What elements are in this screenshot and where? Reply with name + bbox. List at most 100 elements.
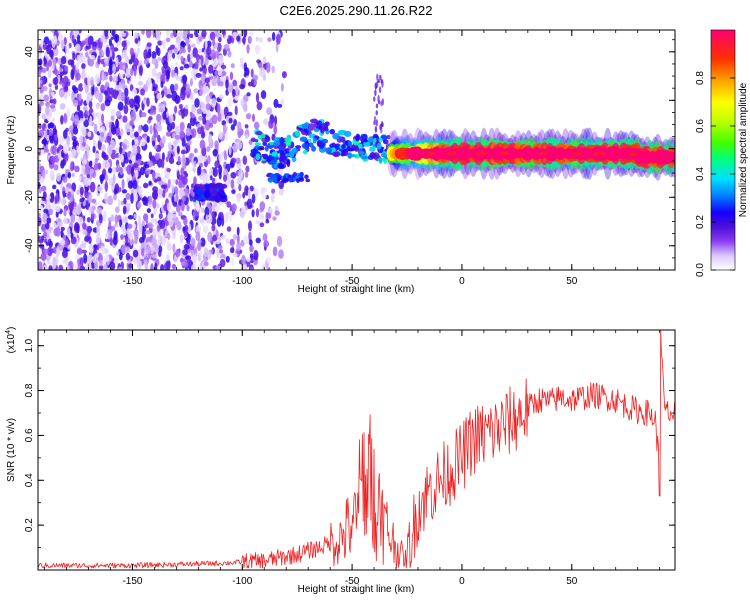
noise-speck <box>54 195 58 205</box>
transition-blob <box>321 138 329 144</box>
noise-speck <box>204 40 208 50</box>
noise-speck <box>52 184 57 190</box>
noise-speck <box>60 226 65 231</box>
noise-speck <box>113 73 117 82</box>
noise-speck <box>70 68 75 80</box>
transition-blob <box>261 137 266 143</box>
noise-speck <box>152 199 157 209</box>
noise-speck <box>232 253 238 258</box>
noise-speck <box>182 107 189 117</box>
noise-speck <box>107 167 113 174</box>
noise-speck <box>262 233 268 242</box>
noise-speck <box>134 233 138 245</box>
noise-speck <box>137 215 142 226</box>
noise-speck <box>67 244 72 250</box>
x-tick-label: 50 <box>566 276 578 287</box>
noise-speck <box>152 186 158 193</box>
noise-speck <box>196 108 203 115</box>
noise-speck <box>244 185 249 196</box>
noise-speck <box>157 56 162 62</box>
noise-speck <box>218 94 224 99</box>
noise-speck <box>59 239 66 246</box>
noise-speck <box>180 55 184 63</box>
noise-speck <box>41 30 45 34</box>
noise-speck <box>54 70 60 76</box>
noise-speck <box>58 33 64 43</box>
y-tick-label: 20 <box>24 94 35 106</box>
transition-blob <box>295 145 302 149</box>
noise-speck <box>115 146 120 153</box>
noise-speck <box>41 67 47 73</box>
transition-blob <box>307 123 315 131</box>
noise-speck <box>140 112 147 118</box>
noise-speck <box>227 50 232 58</box>
noise-speck <box>223 43 230 50</box>
noise-speck <box>74 165 80 173</box>
noise-speck <box>81 141 86 147</box>
noise-speck <box>171 195 175 204</box>
noise-speck <box>87 75 91 87</box>
noise-speck <box>176 145 180 153</box>
noise-speck <box>42 169 46 179</box>
noise-speck <box>218 164 223 175</box>
noise-speck <box>194 98 200 108</box>
noise-speck <box>211 77 218 87</box>
noise-speck <box>244 67 250 76</box>
noise-speck <box>60 39 65 50</box>
noise-speck <box>166 232 171 240</box>
noise-speck <box>162 111 167 120</box>
noise-speck <box>121 178 125 190</box>
noise-speck <box>125 67 131 79</box>
noise-speck <box>116 251 120 256</box>
noise-speck <box>179 233 184 244</box>
noise-speck <box>172 243 176 253</box>
noise-speck <box>180 257 184 263</box>
noise-speck <box>228 145 232 156</box>
noise-speck <box>140 138 146 147</box>
noise-speck <box>61 196 66 206</box>
noise-speck <box>241 254 246 265</box>
noise-speck <box>121 40 127 48</box>
noise-speck <box>137 202 142 208</box>
noise-speck <box>226 174 232 185</box>
noise-speck <box>243 102 248 113</box>
transition-blob <box>269 141 275 146</box>
noise-speck <box>196 201 200 212</box>
figure-title: C2E6.2025.290.11.26.R22 <box>280 3 433 18</box>
noise-speck <box>48 240 53 248</box>
noise-speck <box>266 107 273 115</box>
noise-speck <box>183 63 190 69</box>
spike-speck <box>380 100 383 107</box>
noise-speck <box>166 69 171 80</box>
noise-speck <box>280 83 284 92</box>
noise-speck <box>246 92 251 97</box>
noise-speck <box>84 167 89 175</box>
noise-speck <box>127 180 134 189</box>
noise-speck <box>199 218 205 223</box>
noise-speck <box>55 225 61 237</box>
noise-speck <box>165 131 172 137</box>
noise-speck <box>203 261 209 267</box>
noise-speck <box>242 191 246 199</box>
noise-speck <box>146 169 151 175</box>
noise-speck <box>265 219 270 224</box>
noise-speck <box>100 245 106 255</box>
noise-speck <box>87 131 92 138</box>
noise-speck <box>69 195 74 202</box>
noise-speck <box>172 52 176 59</box>
noise-speck <box>160 219 166 229</box>
noise-speck <box>168 218 174 228</box>
transition-blob <box>277 162 284 169</box>
noise-speck <box>219 249 224 254</box>
noise-speck <box>222 124 227 135</box>
noise-speck <box>146 135 150 144</box>
y-tick-label: -20 <box>24 190 35 205</box>
noise-speck <box>39 79 43 84</box>
noise-speck <box>133 213 137 219</box>
noise-speck <box>253 80 257 86</box>
noise-speck <box>168 192 173 198</box>
branch-blob <box>209 190 217 197</box>
noise-speck <box>168 114 174 123</box>
noise-speck <box>38 123 42 130</box>
signal-peak <box>628 151 638 156</box>
